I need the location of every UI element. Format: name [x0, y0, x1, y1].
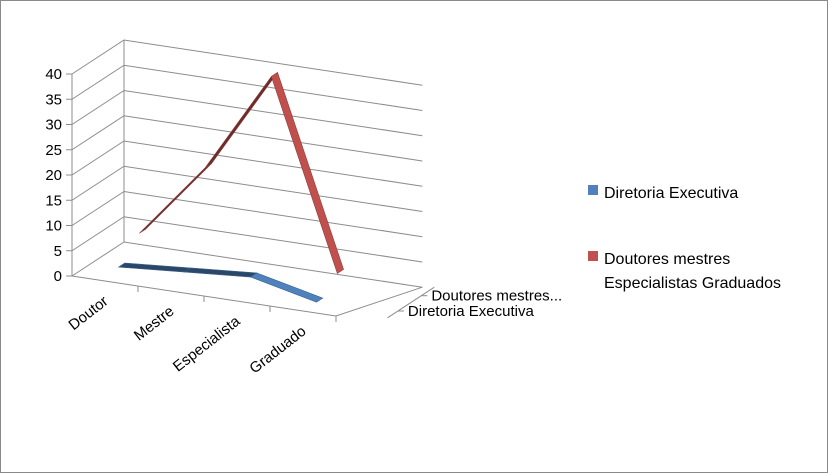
gridline: [71, 190, 423, 238]
y-tick-label: 30: [45, 117, 62, 134]
gridline: [71, 140, 423, 187]
x-category-label: Doutor: [66, 293, 112, 334]
y-tick-label: 20: [45, 167, 62, 184]
legend-label: Diretoria Executiva: [604, 185, 738, 202]
x-category-label: Especialista: [170, 312, 244, 375]
chart-gridlines: [71, 39, 423, 288]
series-0: [117, 262, 324, 303]
depth-axis-line: [387, 286, 435, 319]
series-segment: [183, 267, 258, 278]
gridline: [71, 39, 423, 86]
y-tick-label: 25: [45, 142, 62, 159]
gridline: [71, 64, 423, 111]
y-tick-label: 15: [45, 192, 62, 209]
y-tick-label: 35: [45, 91, 62, 108]
x-category-label: Graduado: [246, 323, 309, 377]
gridline: [71, 165, 423, 212]
legend-label: Especialistas Graduados: [604, 275, 781, 292]
y-tick-label: 5: [54, 243, 62, 260]
x-category-label: Mestre: [131, 303, 178, 345]
floor-edge: [71, 275, 423, 317]
gridline: [71, 216, 423, 263]
legend: Diretoria Executiva Doutores mestres Espec…: [588, 185, 781, 292]
legend-swatch: [588, 185, 598, 195]
depth-axis-label: Diretoria Executiva: [408, 303, 535, 320]
series-layer: [117, 72, 344, 303]
series-segment: [270, 72, 344, 274]
legend-label: Doutores mestres: [604, 251, 730, 268]
y-tick-label: 10: [45, 218, 62, 235]
legend-swatch: [588, 251, 598, 261]
series-segment: [117, 262, 192, 273]
depth-axis-label: Doutores mestres...: [431, 288, 562, 305]
series-1: [139, 72, 344, 274]
y-tick-label: 0: [54, 268, 62, 285]
y-tick-label: 40: [45, 66, 62, 83]
y-axis-ticks: 0 5 10 15 20 25 30 35 40: [45, 66, 72, 285]
series-segment: [205, 72, 278, 168]
series-segment: [249, 272, 324, 303]
gridline: [71, 115, 423, 162]
